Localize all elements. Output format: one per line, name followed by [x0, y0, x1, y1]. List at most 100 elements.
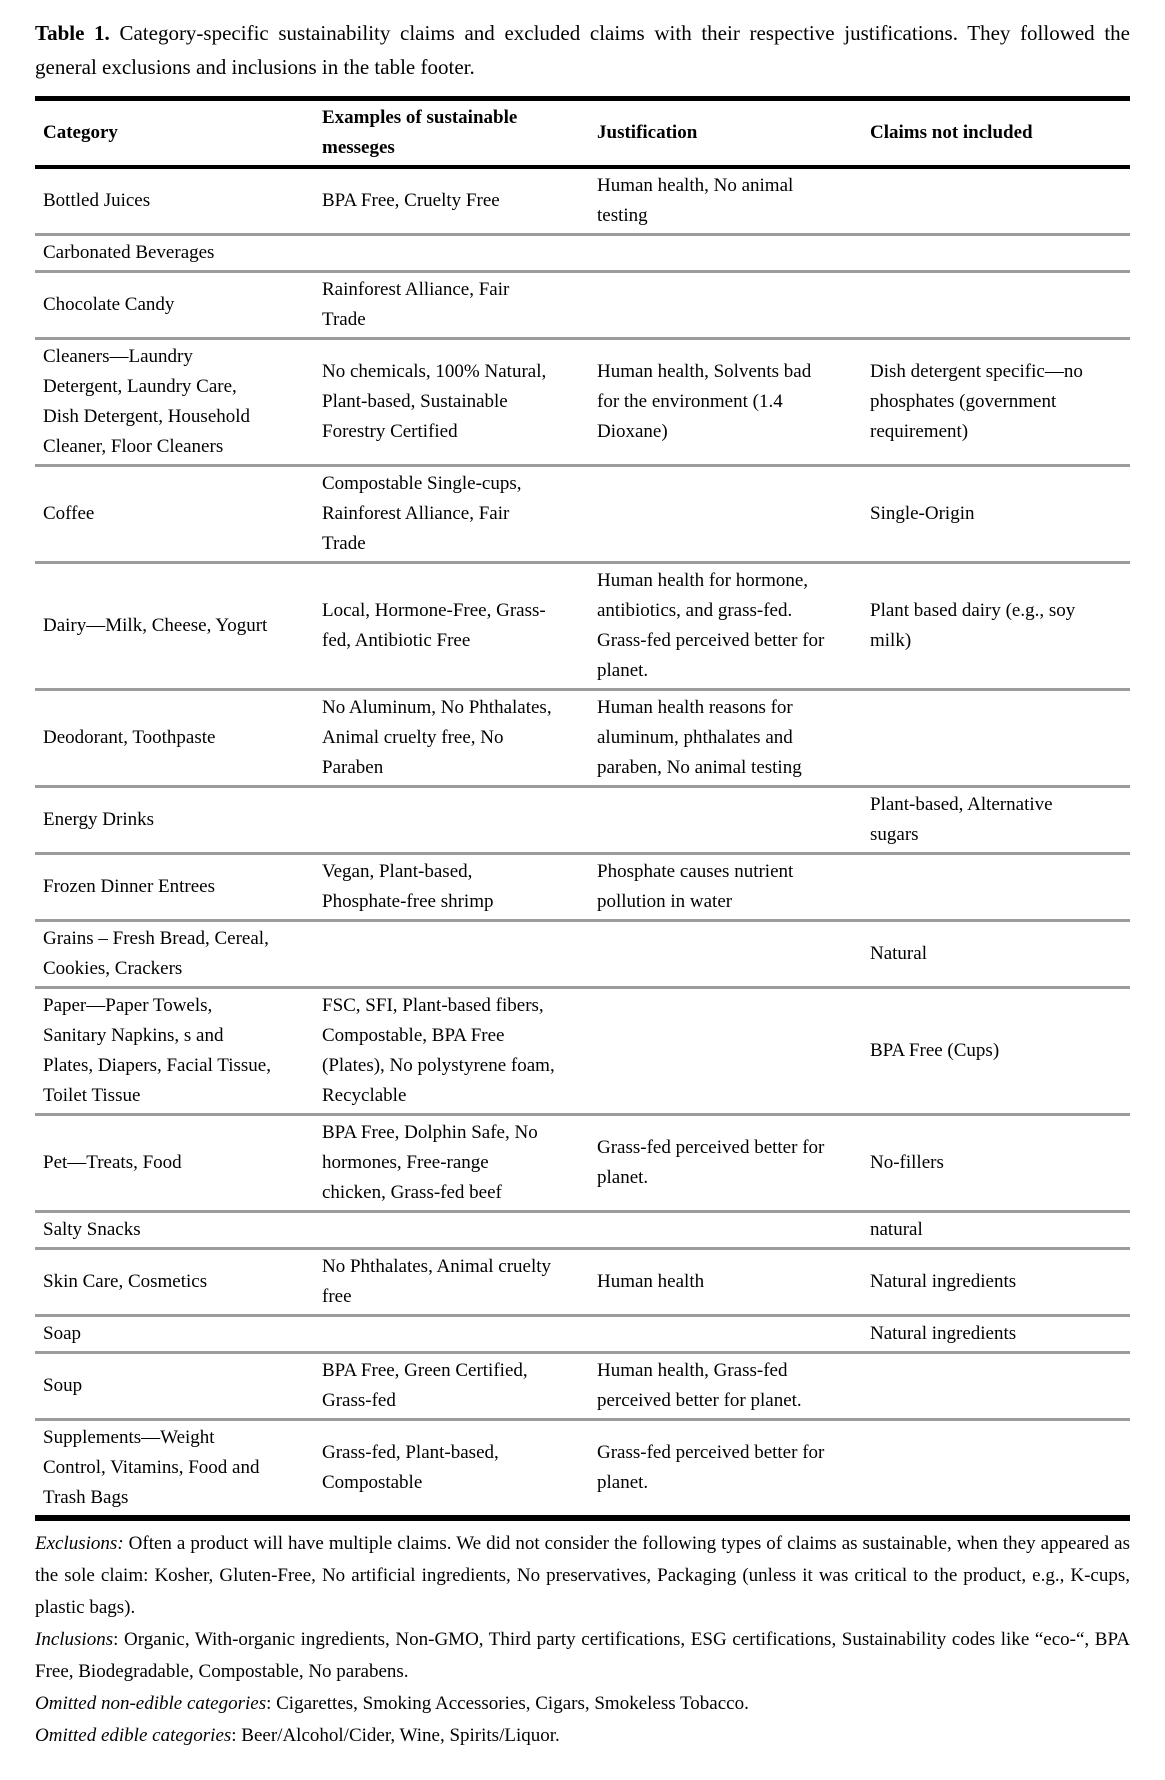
column-header-claims-not-included: Claims not included	[862, 98, 1130, 169]
table-row: Deodorant, Toothpaste No Aluminum, No Ph…	[35, 688, 1130, 787]
cell-examples	[314, 1210, 589, 1249]
cell-examples: BPA Free, Dolphin Safe, No hormones, Fre…	[314, 1113, 589, 1212]
cell-claims-not-included: No-fillers	[862, 1113, 1130, 1212]
footnote-omitted-non-edible: Omitted non-edible categories: Cigarette…	[35, 1688, 1130, 1720]
cell-examples: Grass-fed, Plant-based, Compostable	[314, 1418, 589, 1518]
cell-examples: No chemicals, 100% Natural, Plant-based,…	[314, 337, 589, 466]
cell-examples: Rainforest Alliance, Fair Trade	[314, 270, 589, 339]
table-row: Frozen Dinner Entrees Vegan, Plant-based…	[35, 852, 1130, 921]
cell-examples: No Aluminum, No Phthalates, Animal cruel…	[314, 688, 589, 787]
cell-justification	[589, 919, 862, 988]
cell-justification	[589, 270, 862, 339]
cell-claims-not-included: Single-Origin	[862, 464, 1130, 563]
cell-justification	[589, 233, 862, 272]
cell-justification: Human health	[589, 1247, 862, 1316]
table-row: Carbonated Beverages	[35, 233, 1130, 272]
footnote-inclusions-label: Inclusions	[35, 1629, 114, 1650]
table-caption: Table 1. Category-specific sustainabilit…	[35, 16, 1130, 84]
cell-examples	[314, 919, 589, 988]
footnote-exclusions-text: Often a product will have multiple claim…	[35, 1533, 1130, 1618]
footnote-exclusions: Exclusions: Often a product will have mu…	[35, 1528, 1130, 1624]
table-row: Salty Snacks natural	[35, 1210, 1130, 1249]
cell-category: Energy Drinks	[35, 785, 314, 854]
header-row: Category Examples of sustainable messege…	[35, 98, 1130, 169]
footnote-inclusions: Inclusions: Organic, With-organic ingred…	[35, 1624, 1130, 1688]
cell-category: Grains – Fresh Bread, Cereal, Cookies, C…	[35, 919, 314, 988]
cell-category: Deodorant, Toothpaste	[35, 688, 314, 787]
cell-category: Dairy—Milk, Cheese, Yogurt	[35, 561, 314, 690]
cell-claims-not-included	[862, 270, 1130, 339]
cell-claims-not-included: Plant based dairy (e.g., soy milk)	[862, 561, 1130, 690]
footnote-omitted-edible: Omitted edible categories: Beer/Alcohol/…	[35, 1720, 1130, 1752]
cell-claims-not-included: natural	[862, 1210, 1130, 1249]
cell-justification: Human health, No animal testing	[597, 175, 794, 226]
cell-claims-not-included: Natural	[862, 919, 1130, 988]
cell-examples: Compostable Single-cups, Rainforest Alli…	[314, 464, 589, 563]
cell-category: Frozen Dinner Entrees	[35, 852, 314, 921]
cell-examples: BPA Free, Cruelty Free	[322, 190, 500, 211]
table-header: Category Examples of sustainable messege…	[35, 98, 1130, 169]
cell-justification: Human health, Grass-fed perceived better…	[589, 1351, 862, 1420]
cell-examples: BPA Free, Green Certified, Grass-fed	[314, 1351, 589, 1420]
cell-category: Salty Snacks	[35, 1210, 314, 1249]
cell-claims-not-included: Natural ingredients	[862, 1247, 1130, 1316]
cell-category: Pet—Treats, Food	[35, 1113, 314, 1212]
cell-category: Soap	[35, 1314, 314, 1353]
table-row: Soup BPA Free, Green Certified, Grass-fe…	[35, 1351, 1130, 1420]
cell-claims-not-included	[862, 852, 1130, 921]
cell-examples	[314, 785, 589, 854]
cell-examples: Vegan, Plant-based, Phosphate-free shrim…	[314, 852, 589, 921]
cell-justification: Human health reasons for aluminum, phtha…	[589, 688, 862, 787]
cell-justification: Grass-fed perceived better for planet.	[589, 1113, 862, 1212]
cell-claims-not-included: Natural ingredients	[862, 1314, 1130, 1353]
cell-category: Cleaners—Laundry Detergent, Laundry Care…	[35, 337, 314, 466]
cell-examples: No Phthalates, Animal cruelty free	[314, 1247, 589, 1316]
cell-justification: Grass-fed perceived better for planet.	[589, 1418, 862, 1518]
cell-claims-not-included	[862, 1351, 1130, 1420]
column-header-justification: Justification	[589, 98, 862, 169]
cell-category: Chocolate Candy	[35, 270, 314, 339]
table-row: Soap Natural ingredients	[35, 1314, 1130, 1353]
cell-examples: Local, Hormone-Free, Grass- fed, Antibio…	[314, 561, 589, 690]
cell-justification	[589, 986, 862, 1115]
cell-category: Soup	[35, 1351, 314, 1420]
table-row: Coffee Compostable Single-cups, Rainfore…	[35, 464, 1130, 563]
footnote-omitted-non-edible-text: : Cigarettes, Smoking Accessories, Cigar…	[266, 1693, 749, 1714]
table-row: Grains – Fresh Bread, Cereal, Cookies, C…	[35, 919, 1130, 988]
cell-category: Paper—Paper Towels, Sanitary Napkins, s …	[35, 986, 314, 1115]
cell-examples: FSC, SFI, Plant-based fibers, Compostabl…	[314, 986, 589, 1115]
cell-category: Supplements—Weight Control, Vitamins, Fo…	[35, 1418, 314, 1518]
cell-examples	[314, 233, 589, 272]
cell-category: Carbonated Beverages	[35, 233, 314, 272]
cell-category: Skin Care, Cosmetics	[35, 1247, 314, 1316]
table-caption-text: Category-specific sustainability claims …	[35, 21, 1130, 79]
cell-claims-not-included	[862, 688, 1130, 787]
cell-examples	[314, 1314, 589, 1353]
footnote-exclusions-label: Exclusions:	[35, 1533, 124, 1554]
footnote-omitted-edible-label: Omitted edible categories	[35, 1725, 232, 1746]
column-header-examples: Examples of sustainable messeges	[314, 98, 589, 169]
table-caption-label: Table 1.	[35, 21, 110, 45]
cell-claims-not-included: Dish detergent specific—no phosphates (g…	[862, 337, 1130, 466]
cell-justification: Human health, Solvents bad for the envir…	[589, 337, 862, 466]
cell-justification	[589, 1210, 862, 1249]
cell-claims-not-included: BPA Free (Cups)	[862, 986, 1130, 1115]
table-row: Chocolate Candy Rainforest Alliance, Fai…	[35, 270, 1130, 339]
table-row: Paper—Paper Towels, Sanitary Napkins, s …	[35, 986, 1130, 1115]
table-footnotes: Exclusions: Often a product will have mu…	[35, 1528, 1130, 1752]
cell-claims-not-included	[862, 1418, 1130, 1518]
footnote-omitted-edible-text: : Beer/Alcohol/Cider, Wine, Spirits/Liqu…	[231, 1725, 560, 1746]
table-row: Supplements—Weight Control, Vitamins, Fo…	[35, 1418, 1130, 1518]
cell-justification	[589, 464, 862, 563]
table-row: Pet—Treats, Food BPA Free, Dolphin Safe,…	[35, 1113, 1130, 1212]
table-row: Dairy—Milk, Cheese, Yogurt Local, Hormon…	[35, 561, 1130, 690]
cell-category: Coffee	[35, 464, 314, 563]
claims-table: Category Examples of sustainable messege…	[35, 96, 1130, 1521]
cell-justification: Phosphate causes nutrient pollution in w…	[589, 852, 862, 921]
table-body: Bottled Juices BPA Free, Cruelty Free Hu…	[35, 167, 1130, 1518]
cell-claims-not-included	[862, 167, 1130, 235]
cell-justification	[589, 1314, 862, 1353]
table-row: Cleaners—Laundry Detergent, Laundry Care…	[35, 337, 1130, 466]
cell-category: Bottled Juices	[43, 190, 151, 211]
